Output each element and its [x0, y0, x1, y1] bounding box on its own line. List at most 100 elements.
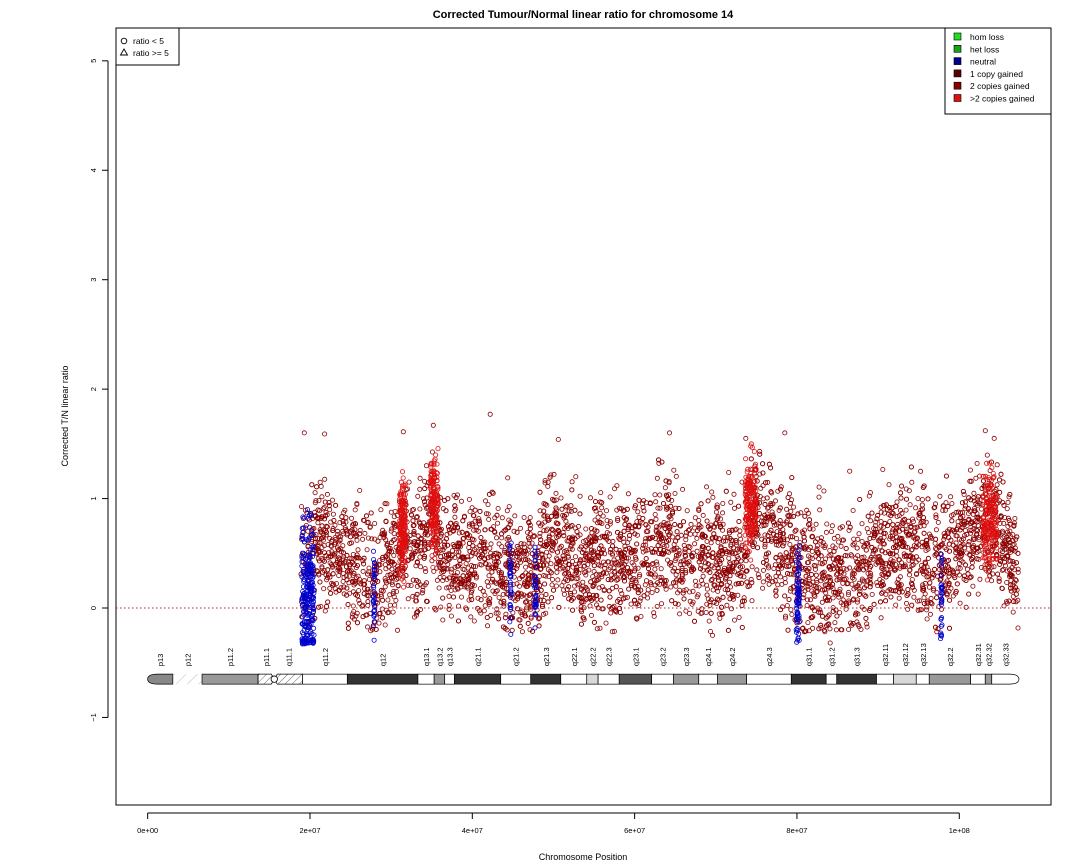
data-point — [881, 510, 887, 516]
data-point — [360, 568, 366, 574]
data-point — [695, 554, 701, 560]
data-point — [789, 612, 795, 618]
data-point — [529, 540, 535, 546]
data-point — [537, 541, 543, 547]
data-point — [823, 529, 829, 535]
data-point — [488, 554, 494, 560]
data-point — [905, 606, 911, 612]
data-point — [957, 565, 963, 571]
data-point — [741, 574, 747, 580]
data-point — [911, 594, 917, 600]
data-point — [910, 519, 916, 525]
data-point — [504, 508, 510, 514]
data-point — [417, 554, 423, 560]
data-point — [558, 543, 564, 549]
data-point — [417, 475, 423, 481]
data-point — [659, 601, 665, 607]
data-point — [757, 471, 763, 477]
data-point — [727, 579, 733, 585]
data-point — [859, 521, 865, 527]
data-point — [829, 523, 835, 529]
data-point — [558, 495, 564, 501]
data-point — [467, 508, 473, 514]
data-point — [364, 547, 370, 553]
data-point — [420, 587, 426, 593]
data-point — [965, 542, 971, 548]
data-point — [897, 565, 903, 571]
data-point — [405, 596, 411, 602]
data-point — [348, 568, 354, 574]
data-point — [671, 467, 677, 473]
data-point — [957, 600, 963, 606]
data-point — [744, 568, 750, 574]
data-point — [378, 507, 384, 513]
data-point — [501, 603, 507, 609]
data-point — [700, 573, 706, 579]
data-point — [901, 563, 907, 569]
data-point — [640, 542, 646, 548]
data-point — [720, 500, 726, 506]
data-point — [566, 584, 572, 590]
data-point — [1003, 563, 1009, 569]
data-point — [915, 598, 921, 604]
data-point — [391, 553, 397, 559]
data-point — [879, 563, 885, 569]
data-point — [621, 507, 627, 513]
data-point — [671, 565, 677, 571]
data-point — [903, 544, 909, 550]
data-point — [466, 496, 472, 502]
data-point — [680, 558, 686, 564]
data-point — [935, 519, 941, 525]
data-point — [583, 572, 589, 578]
data-point — [619, 561, 625, 567]
data-point — [506, 517, 512, 523]
data-point — [716, 611, 722, 617]
data-point — [332, 586, 338, 592]
data-point — [484, 579, 490, 585]
data-point — [389, 582, 395, 588]
data-point — [422, 566, 428, 572]
data-point — [545, 557, 551, 563]
data-point — [609, 629, 615, 635]
data-point — [918, 468, 924, 474]
data-point — [994, 482, 1000, 488]
data-point — [336, 573, 342, 579]
data-point — [794, 536, 800, 542]
data-point — [683, 587, 689, 593]
data-point — [787, 542, 793, 548]
data-point — [709, 489, 715, 495]
data-point — [525, 547, 531, 553]
data-point — [415, 493, 421, 499]
data-point — [391, 588, 397, 594]
data-point — [603, 620, 609, 626]
data-point — [859, 578, 865, 584]
data-point — [933, 501, 939, 507]
data-point — [975, 591, 981, 597]
data-point — [544, 549, 550, 555]
data-point — [805, 510, 811, 516]
data-point — [749, 598, 755, 604]
data-point — [506, 535, 512, 541]
data-point — [452, 514, 458, 520]
data-point — [909, 547, 915, 553]
data-point — [838, 543, 844, 549]
data-point — [892, 503, 898, 509]
data-point — [324, 577, 330, 583]
data-point — [546, 574, 552, 580]
data-point — [570, 558, 576, 564]
data-point — [597, 510, 603, 516]
data-point — [1005, 499, 1011, 505]
data-point — [705, 561, 711, 567]
data-point — [642, 539, 648, 545]
data-point — [748, 576, 754, 582]
data-point — [537, 530, 543, 536]
data-point — [482, 592, 488, 598]
data-point — [903, 486, 909, 492]
data-point — [329, 497, 335, 503]
data-point — [809, 556, 815, 562]
data-point — [824, 521, 830, 527]
data-point — [357, 527, 363, 533]
data-point — [438, 604, 444, 610]
data-point — [894, 553, 900, 559]
data-point — [408, 583, 414, 589]
